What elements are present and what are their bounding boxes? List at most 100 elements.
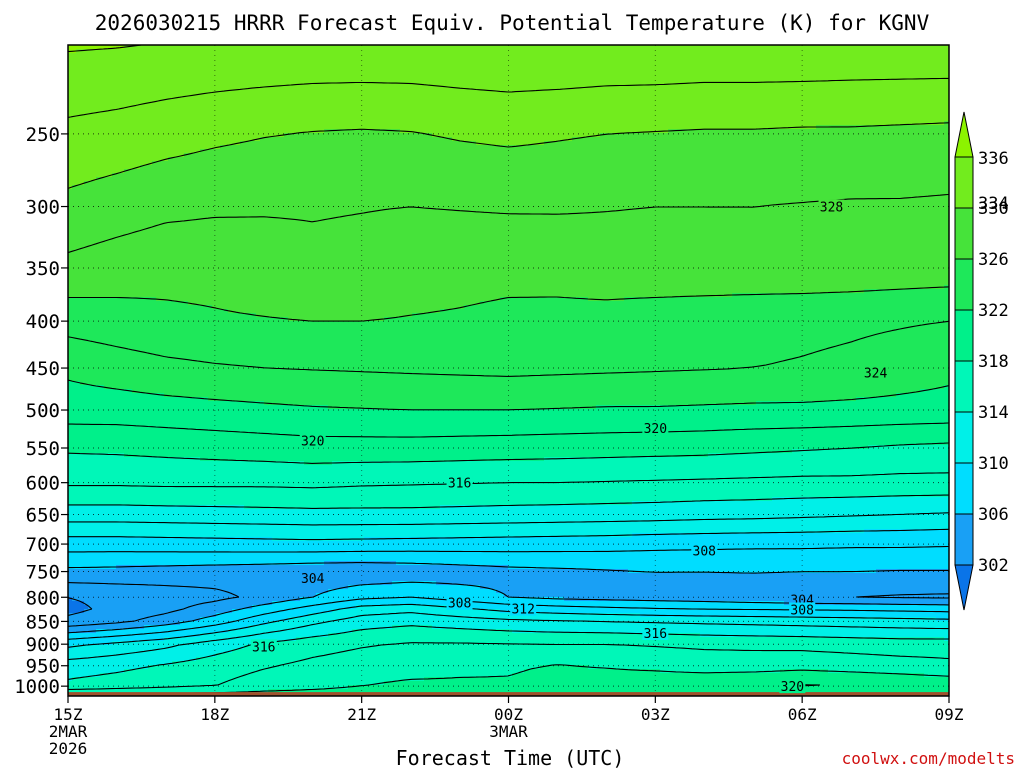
field-cell <box>368 113 373 118</box>
field-cell <box>324 109 329 114</box>
field-cell <box>428 105 433 110</box>
field-cell <box>784 85 789 90</box>
field-cell <box>812 89 817 94</box>
field-cell <box>808 93 813 98</box>
field-cell <box>692 85 697 90</box>
field-cell <box>424 133 429 138</box>
field-cell <box>672 89 677 94</box>
field-cell <box>668 93 673 98</box>
field-cell <box>420 53 425 58</box>
field-cell <box>648 101 653 106</box>
field-cell <box>476 77 481 82</box>
field-cell <box>792 73 797 78</box>
field-cell <box>620 89 625 94</box>
field-cell <box>116 93 121 98</box>
field-cell <box>264 125 269 130</box>
field-cell <box>496 85 501 90</box>
field-cell <box>264 113 269 118</box>
field-cell <box>412 85 417 90</box>
field-cell <box>680 97 685 102</box>
field-cell <box>828 69 833 74</box>
field-cell <box>836 45 841 50</box>
field-cell <box>352 77 357 82</box>
field-cell <box>200 117 205 122</box>
field-cell <box>120 113 125 118</box>
field-cell <box>624 97 629 102</box>
field-cell <box>712 73 717 78</box>
field-cell <box>232 69 237 74</box>
field-cell <box>304 89 309 94</box>
field-cell <box>96 125 101 130</box>
field-cell <box>700 129 705 134</box>
field-cell <box>716 85 721 90</box>
field-cell <box>444 101 449 106</box>
field-cell <box>656 65 661 70</box>
field-cell <box>356 81 361 86</box>
field-cell <box>92 81 97 86</box>
field-cell <box>384 61 389 66</box>
field-cell <box>92 73 97 78</box>
field-cell <box>792 61 797 66</box>
field-cell <box>608 45 613 50</box>
field-cell <box>776 105 781 110</box>
field-cell <box>668 53 673 58</box>
field-cell <box>572 45 577 50</box>
field-cell <box>236 89 241 94</box>
field-cell <box>220 77 225 82</box>
field-cell <box>292 125 297 130</box>
field-cell <box>532 81 537 86</box>
field-cell <box>288 105 293 110</box>
field-cell <box>140 77 145 82</box>
field-cell <box>304 69 309 74</box>
field-cell <box>432 77 437 82</box>
field-cell <box>872 101 877 106</box>
field-cell <box>820 89 825 94</box>
field-cell <box>920 53 925 58</box>
field-cell <box>232 109 237 114</box>
field-cell <box>516 133 521 138</box>
field-cell <box>204 49 209 54</box>
field-cell <box>540 97 545 102</box>
field-cell <box>332 101 337 106</box>
field-cell <box>500 125 505 130</box>
field-cell <box>96 85 101 90</box>
field-cell <box>848 53 853 58</box>
field-cell <box>572 105 577 110</box>
field-cell <box>328 73 333 78</box>
field-cell <box>568 105 573 110</box>
field-cell <box>928 89 933 94</box>
field-cell <box>236 69 241 74</box>
field-cell <box>440 57 445 62</box>
field-cell <box>348 69 353 74</box>
field-cell <box>612 57 617 62</box>
field-cell <box>416 57 421 62</box>
field-cell <box>732 77 737 82</box>
field-cell <box>192 121 197 126</box>
field-cell <box>96 61 101 66</box>
field-cell <box>880 69 885 74</box>
field-cell <box>448 113 453 118</box>
field-cell <box>716 61 721 66</box>
field-cell <box>360 77 365 82</box>
field-cell <box>316 121 321 126</box>
field-cell <box>684 117 689 122</box>
field-cell <box>864 117 869 122</box>
field-cell <box>788 113 793 118</box>
field-cell <box>376 45 381 50</box>
field-cell <box>112 85 117 90</box>
field-cell <box>324 69 329 74</box>
field-cell <box>656 93 661 98</box>
field-cell <box>860 93 865 98</box>
field-cell <box>684 53 689 58</box>
field-cell <box>164 45 169 50</box>
field-cell <box>724 117 729 122</box>
field-cell <box>288 109 293 114</box>
field-cell <box>536 57 541 62</box>
field-cell <box>180 81 185 86</box>
field-cell <box>576 105 581 110</box>
field-cell <box>264 101 269 106</box>
field-cell <box>544 129 549 134</box>
field-cell <box>168 121 173 126</box>
field-cell <box>132 117 137 122</box>
field-cell <box>472 61 477 66</box>
